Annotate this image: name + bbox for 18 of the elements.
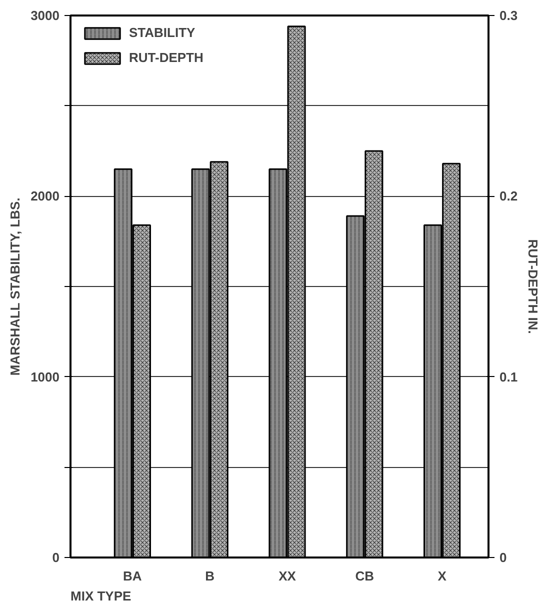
y-tick-label: 3000 (30, 8, 60, 23)
x-tick-label: B (205, 568, 215, 584)
x-tick-label: CB (355, 568, 374, 584)
y2-tick-label: 0.2 (500, 188, 518, 204)
y2-tick-label: 0.3 (500, 8, 518, 23)
y-axis-title: MARSHALL STABILITY, LBS. (8, 198, 23, 376)
y-tick-label: 0 (52, 550, 60, 565)
x-tick-label: XX (278, 568, 296, 584)
x-tick-label: X (438, 568, 447, 584)
y2-tick-label: 0 (500, 550, 507, 565)
x-tick-label: BA (123, 568, 142, 584)
y-tick-label: 2000 (30, 188, 60, 204)
y2-axis-title: RUT-DEPTH IN. (526, 239, 541, 334)
legend-label: STABILITY (129, 25, 196, 40)
x-axis-title: MIX TYPE (70, 588, 132, 603)
y-tick-label: 1000 (30, 369, 60, 384)
y2-tick-label: 0.1 (500, 369, 518, 384)
legend-label: RUT-DEPTH (129, 50, 204, 65)
